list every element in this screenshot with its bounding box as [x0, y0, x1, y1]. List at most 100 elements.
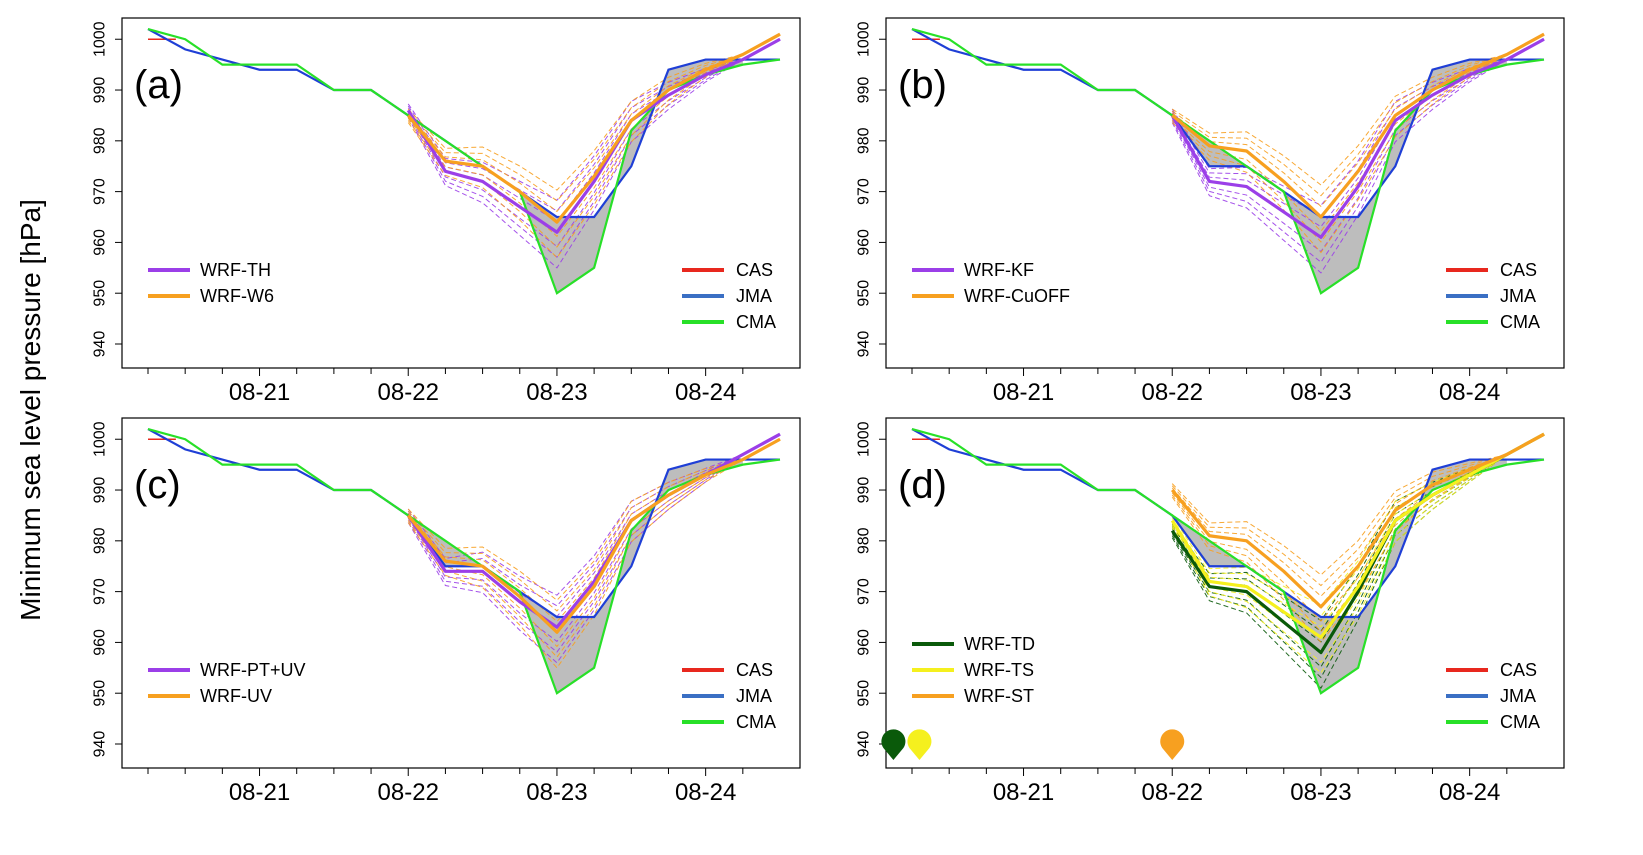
- panel-label: (b): [898, 63, 947, 107]
- y-axis-title: Minimum sea level pressure [hPa]: [15, 199, 46, 621]
- obs-spread-shading: [1172, 59, 1507, 294]
- ensemble-member-wrf-td: [1171, 433, 1545, 668]
- ensemble-member-wrf-pt+uv: [407, 433, 781, 596]
- x-tick-label: 08-23: [1290, 779, 1351, 806]
- model-line-wrf-st: [1170, 432, 1545, 609]
- legend-label: WRF-ST: [964, 686, 1034, 706]
- ensemble-member-wrf-kf: [1171, 38, 1545, 263]
- model-line-wrf-w6: [406, 32, 781, 224]
- y-tick-label: 940: [92, 331, 109, 358]
- model-line-wrf-uv: [406, 437, 781, 634]
- y-tick-label: 970: [92, 178, 109, 205]
- y-tick-label: 950: [92, 280, 109, 307]
- obs-line-jma: [147, 28, 780, 219]
- legend-label: JMA: [736, 286, 772, 306]
- x-tick-label: 08-21: [229, 779, 290, 806]
- legend-label: CMA: [1500, 712, 1540, 732]
- x-tick-label: 08-21: [229, 379, 290, 406]
- legend-label: WRF-W6: [200, 286, 274, 306]
- ensemble-member-wrf-st: [1171, 433, 1545, 597]
- y-tick-label: 1000: [856, 21, 873, 57]
- ensemble-member-wrf-ts: [1171, 433, 1545, 653]
- ensemble-member-wrf-kf: [1171, 38, 1545, 217]
- ensemble-member-wrf-uv: [407, 438, 781, 669]
- ensemble-member-wrf-cuoff: [1171, 33, 1545, 243]
- y-tick-label: 1000: [856, 421, 873, 457]
- x-tick-label: 08-24: [1439, 779, 1500, 806]
- ensemble-member-wrf-ts: [1171, 433, 1545, 674]
- ensemble-member-wrf-kf: [1171, 38, 1545, 206]
- plot-frame: [885, 17, 1565, 369]
- ensemble-member-wrf-w6: [407, 33, 781, 202]
- y-tick-label: 940: [856, 331, 873, 358]
- y-tick-label: 980: [92, 527, 109, 554]
- legend-label: WRF-TS: [964, 660, 1034, 680]
- y-tick-label: 970: [92, 578, 109, 605]
- y-tick-label: 940: [92, 731, 109, 758]
- panel-b: 940 950 960 970 980 990 1000 08-21 08-22 08-23 08-…: [856, 17, 1565, 406]
- y-tick-label: 1000: [92, 421, 109, 457]
- obs-spread-shading: [1172, 459, 1507, 694]
- panel-c: 940 950 960 970 980 990 1000 08-21 08-22 08-23 08-…: [92, 417, 801, 806]
- y-tick-label: 960: [92, 629, 109, 656]
- model-line-wrf-th: [406, 37, 781, 234]
- y-tick-label: 960: [92, 229, 109, 256]
- ensemble-member-wrf-st: [1171, 433, 1545, 622]
- obs-spread-shading: [408, 459, 743, 694]
- x-tick-label: 08-22: [378, 379, 439, 406]
- ensemble-member-wrf-w6: [407, 33, 781, 191]
- obs-line-jma: [911, 28, 1544, 219]
- legend-label: WRF-TD: [964, 634, 1035, 654]
- ensemble-member-wrf-th: [407, 38, 781, 212]
- x-tick-label: 08-23: [526, 379, 587, 406]
- ensemble-member-wrf-w6: [407, 33, 781, 238]
- y-tick-label: 980: [856, 527, 873, 554]
- ensemble-member-wrf-cuoff: [1171, 33, 1545, 197]
- plot-frame: [121, 417, 801, 769]
- panel-label: (a): [134, 63, 183, 107]
- y-tick-label: 990: [856, 77, 873, 104]
- ensemble-member-wrf-uv: [407, 438, 781, 658]
- legend-label: CMA: [1500, 312, 1540, 332]
- panel-d: 940 950 960 970 980 990 1000 08-21 08-22 08-23 08-…: [856, 417, 1565, 806]
- legend-label: CMA: [736, 312, 776, 332]
- legend-label: WRF-KF: [964, 260, 1034, 280]
- ensemble-member-wrf-pt+uv: [407, 433, 781, 653]
- y-tick-label: 970: [856, 578, 873, 605]
- y-tick-label: 940: [856, 731, 873, 758]
- legend-label: WRF-UV: [200, 686, 272, 706]
- ensemble-member-wrf-uv: [407, 438, 781, 601]
- y-tick-label: 990: [92, 77, 109, 104]
- init-marker-wrf-td: [881, 729, 906, 760]
- x-tick-label: 08-22: [1142, 779, 1203, 806]
- x-tick-label: 08-23: [526, 779, 587, 806]
- y-tick-label: 950: [856, 280, 873, 307]
- legend-label: CMA: [736, 712, 776, 732]
- ensemble-member-wrf-st: [1171, 433, 1545, 587]
- legend-label: CAS: [1500, 660, 1537, 680]
- init-marker-wrf-st: [1160, 729, 1185, 760]
- obs-line-cma: [911, 428, 1545, 695]
- obs-line-cma: [147, 428, 781, 695]
- y-tick-label: 970: [856, 178, 873, 205]
- ensemble-member-wrf-cuoff: [1171, 33, 1545, 186]
- plot-frame: [121, 17, 801, 369]
- legend-label: JMA: [1500, 286, 1536, 306]
- legend-label: CAS: [736, 260, 773, 280]
- x-tick-label: 08-24: [675, 779, 736, 806]
- obs-line-jma: [147, 428, 780, 619]
- x-tick-label: 08-24: [675, 379, 736, 406]
- y-tick-label: 960: [856, 629, 873, 656]
- y-tick-label: 950: [92, 680, 109, 707]
- obs-line-jma: [911, 428, 1544, 619]
- y-tick-label: 950: [856, 680, 873, 707]
- y-tick-label: 980: [856, 127, 873, 154]
- panel-a: 940 950 960 970 980 990 1000 08-21 08-22 08-23 08-…: [92, 17, 801, 406]
- ensemble-member-wrf-kf: [1171, 38, 1545, 274]
- legend-label: WRF-TH: [200, 260, 271, 280]
- y-tick-label: 990: [856, 477, 873, 504]
- x-tick-label: 08-21: [993, 379, 1054, 406]
- ensemble-member-wrf-th: [407, 38, 781, 269]
- model-line-wrf-cuoff: [1171, 32, 1545, 219]
